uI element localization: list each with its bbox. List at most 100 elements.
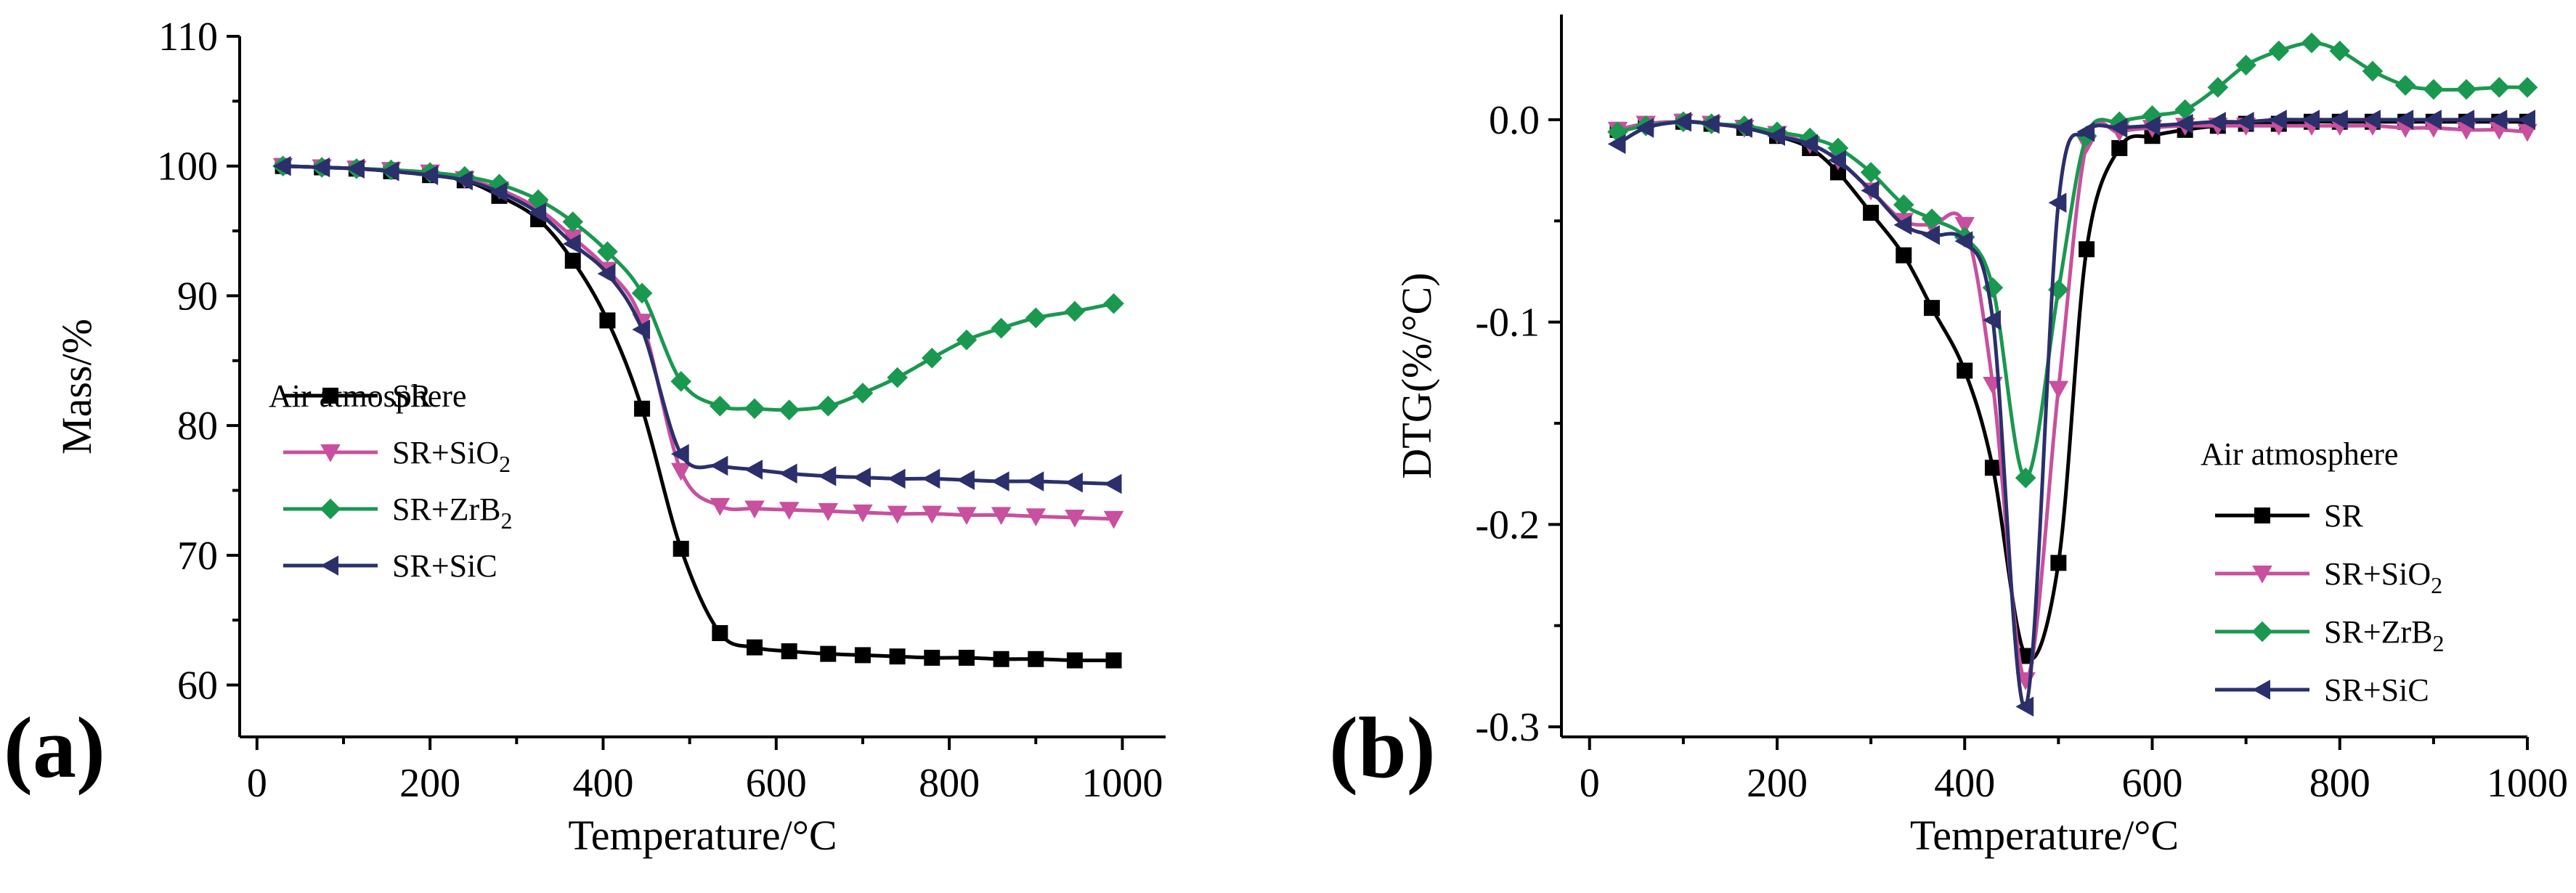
x-tick-label: 1000: [2487, 761, 2568, 806]
data-point: [956, 507, 977, 526]
data-point: [2455, 78, 2477, 100]
data-point: [1025, 307, 1047, 329]
data-point: [779, 463, 797, 484]
data-point: [922, 468, 940, 489]
data-point: [956, 329, 978, 351]
data-point: [1863, 205, 1880, 221]
data-point: [1065, 509, 1085, 528]
x-tick-label: 800: [2309, 761, 2370, 806]
y-tick-label: 80: [177, 404, 218, 449]
data-point: [1924, 300, 1941, 317]
data-point: [2488, 77, 2510, 98]
data-point: [2269, 110, 2287, 130]
data-point: [1064, 301, 1086, 322]
data-point: [1828, 150, 1846, 171]
data-point: [887, 367, 908, 388]
data-point: [1673, 111, 1691, 132]
data-point: [2174, 113, 2193, 134]
data-point: [2301, 32, 2323, 54]
data-point: [1861, 180, 1880, 201]
data-point: [1829, 164, 1846, 181]
data-point: [2079, 241, 2095, 258]
data-point: [670, 462, 691, 481]
data-point: [631, 282, 653, 304]
x-tick-label: 0: [1580, 761, 1600, 806]
data-point: [1701, 113, 1720, 134]
series-line: [1617, 118, 2527, 709]
data-point: [2174, 99, 2195, 121]
data-point: [272, 155, 291, 176]
data-point: [779, 399, 800, 420]
data-point: [2109, 118, 2128, 138]
data-point: [818, 503, 839, 521]
data-point: [528, 203, 547, 223]
data-point: [1896, 247, 1912, 264]
x-tick-label: 400: [572, 761, 633, 806]
legend-swatch-marker: [2251, 621, 2273, 643]
data-point: [2268, 40, 2290, 62]
legend-label: SR+SiO2: [2324, 556, 2442, 598]
data-point: [1065, 472, 1083, 493]
data-point: [346, 158, 365, 179]
x-tick-label: 800: [919, 761, 980, 806]
legend-swatch-marker: [322, 388, 338, 404]
legend-swatch-marker: [2254, 507, 2270, 523]
data-point: [710, 455, 728, 476]
legend-item: SR: [2215, 498, 2363, 534]
legend-swatch-marker: [320, 444, 341, 462]
data-point: [2362, 60, 2384, 82]
data-point: [744, 500, 765, 519]
data-point: [564, 253, 581, 269]
data-point: [2142, 115, 2161, 136]
data-point: [381, 161, 399, 182]
legend-item: SR+SiO2: [2215, 556, 2442, 598]
data-point: [1025, 471, 1044, 492]
data-point: [2301, 110, 2320, 130]
data-point: [2050, 555, 2067, 571]
y-tick-label: 110: [158, 15, 218, 60]
y-tick-label: 60: [177, 664, 218, 709]
legend-label: SR: [2324, 498, 2363, 534]
legend-title: Air atmosphere: [2201, 436, 2398, 472]
x-tick-label: 600: [746, 761, 807, 806]
data-point: [2048, 192, 2067, 213]
legend-swatch-marker: [320, 498, 341, 520]
data-point: [922, 505, 943, 524]
data-point: [921, 347, 943, 369]
legend-item: SR+ZrB2: [2215, 614, 2445, 656]
data-point: [632, 319, 651, 340]
data-point: [634, 400, 651, 417]
x-tick-label: 400: [1934, 761, 1995, 806]
data-point: [710, 497, 731, 516]
series-sr-sic: [272, 155, 1122, 494]
data-point: [991, 317, 1012, 339]
data-point: [1860, 162, 1882, 183]
data-point: [746, 639, 763, 656]
data-point: [2109, 111, 2130, 133]
data-point: [2423, 110, 2442, 130]
legend-swatch-marker: [2252, 680, 2270, 700]
data-point: [852, 383, 874, 404]
data-point: [2048, 279, 2069, 301]
data-point: [889, 648, 906, 665]
data-point: [1734, 118, 1752, 138]
data-point: [887, 468, 906, 489]
data-point: [1103, 473, 1122, 494]
y-tick-label: 0.0: [1489, 98, 1540, 143]
legend-item: SR+SiC: [283, 548, 497, 584]
data-point: [1800, 134, 1819, 155]
data-point: [817, 396, 839, 417]
series-sr-sic: [1607, 110, 2535, 717]
data-point: [1893, 215, 1912, 235]
data-point: [1921, 208, 1943, 229]
data-point: [2018, 648, 2034, 664]
legend-item: SR+SiO2: [283, 435, 511, 477]
x-tick-label: 1000: [1081, 761, 1163, 806]
data-point: [1607, 121, 1628, 142]
data-point: [958, 649, 975, 666]
data-point: [2076, 121, 2095, 142]
data-point: [527, 189, 549, 211]
data-point: [2516, 77, 2538, 98]
legend-swatch-marker: [320, 555, 338, 576]
